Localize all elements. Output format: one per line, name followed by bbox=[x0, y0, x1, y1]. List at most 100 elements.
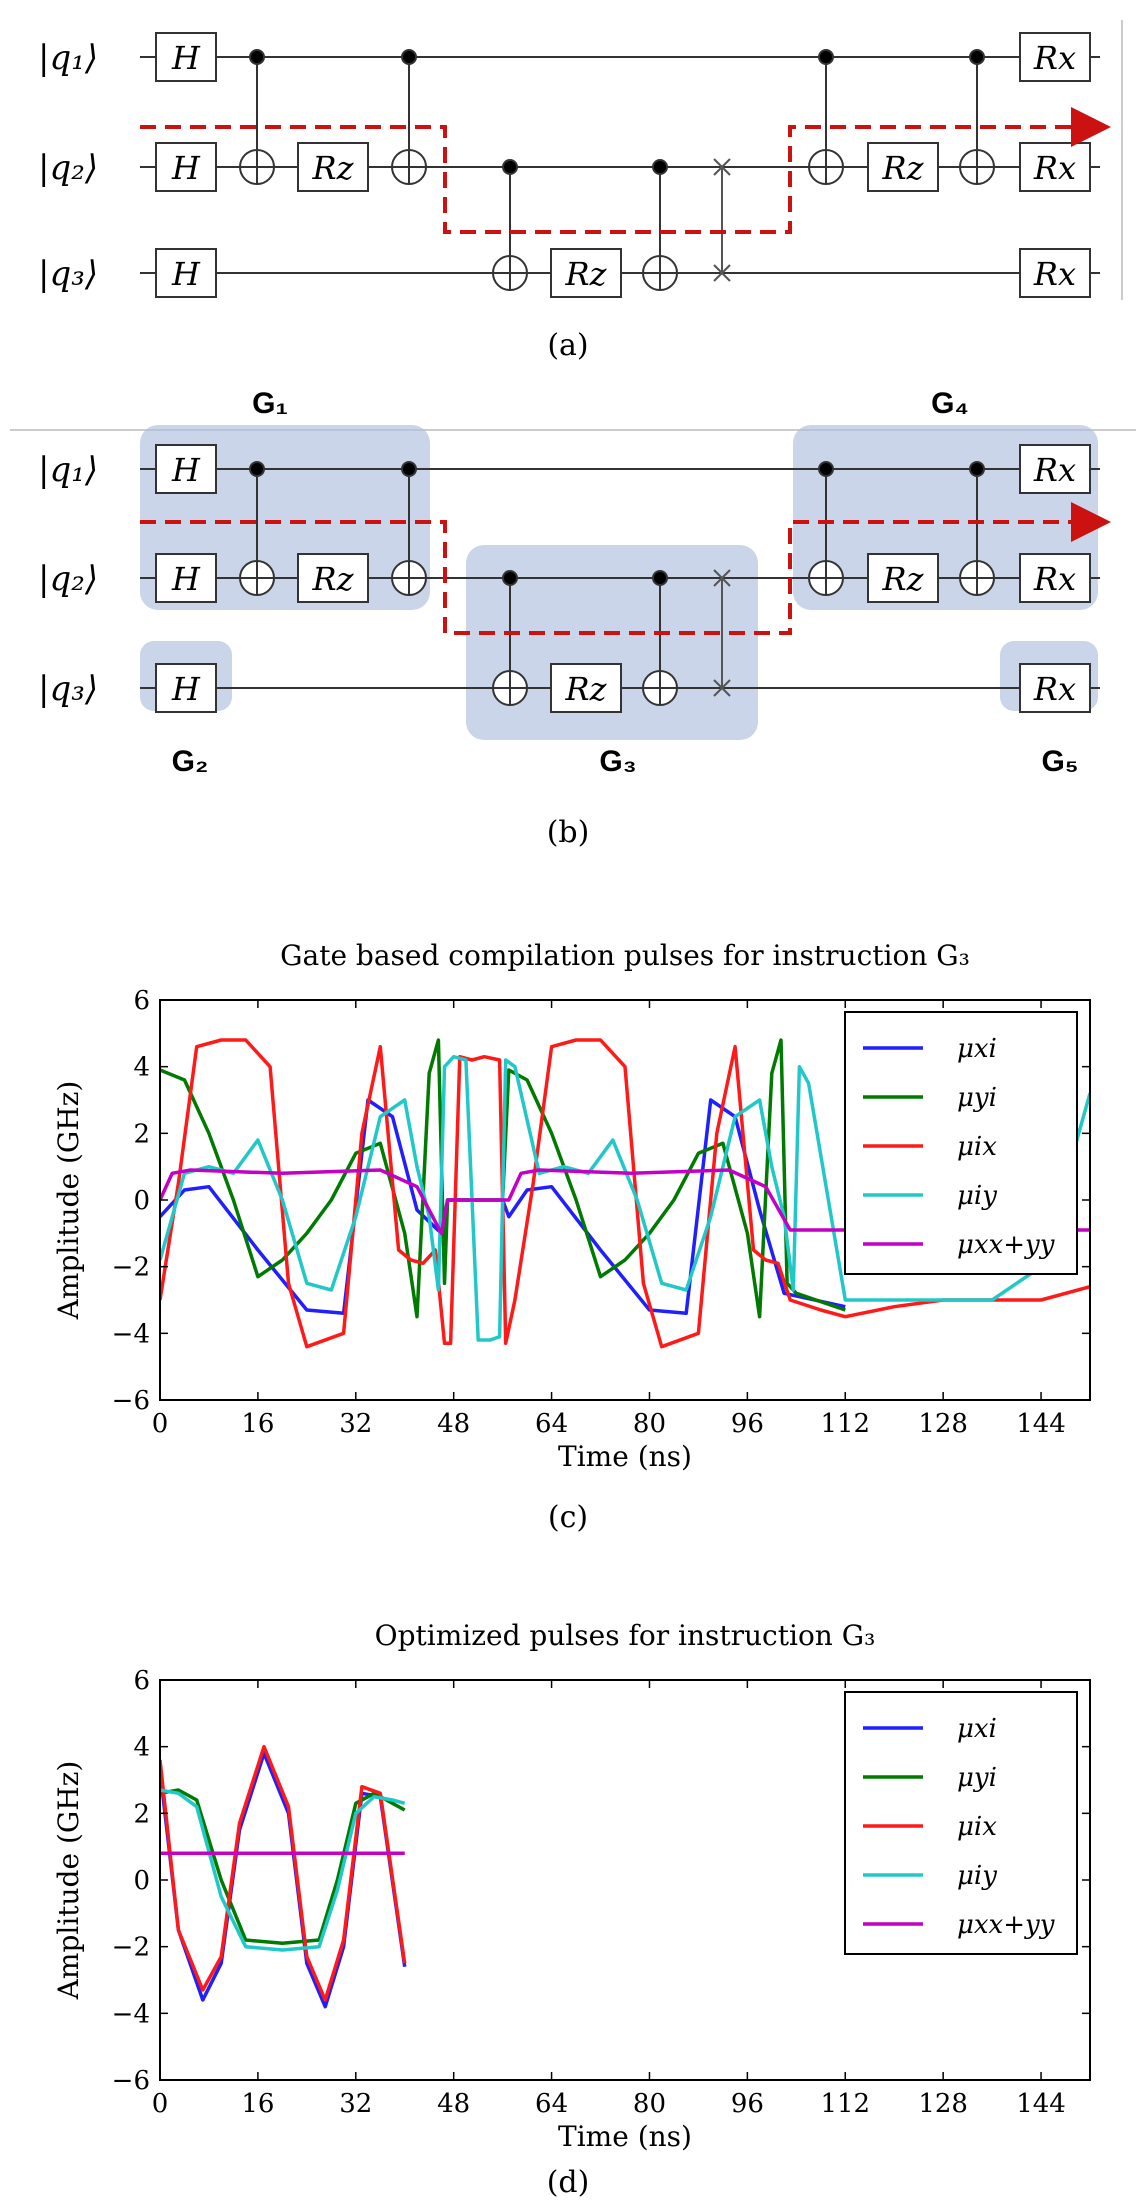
chart-c-xtick-label: 48 bbox=[437, 1409, 470, 1439]
chart-c-ytick-label: −2 bbox=[112, 1253, 150, 1283]
svg-text:Rx: Rx bbox=[1033, 670, 1076, 708]
chart-d-series-group bbox=[160, 1744, 407, 2009]
svg-text:Rz: Rz bbox=[565, 670, 608, 708]
chart-d-ytick-label: 4 bbox=[133, 1733, 150, 1763]
chart-d-xtick-label: 0 bbox=[152, 2089, 169, 2119]
chart-c-legend-label: μiy bbox=[957, 1181, 997, 1211]
cnot-gates bbox=[239, 49, 995, 291]
circuit-a: |q₁⟩ |q₂⟩ |q₃⟩ H H H Rz bbox=[38, 20, 1123, 300]
svg-text:Rx: Rx bbox=[1033, 39, 1076, 77]
svg-text:H: H bbox=[171, 149, 201, 187]
chart-c-xtick-label: 16 bbox=[241, 1409, 274, 1439]
chart-c-xtick-label: 0 bbox=[152, 1409, 169, 1439]
chart-c-series-group bbox=[160, 1038, 1090, 1349]
svg-text:H: H bbox=[171, 255, 201, 293]
chart-d-xtick-label: 32 bbox=[339, 2089, 372, 2119]
dashed-cut-path-b bbox=[140, 502, 1111, 635]
chart-d-ytick-label: −4 bbox=[112, 1999, 150, 2029]
qubit-label-q1: |q₁⟩ bbox=[38, 38, 98, 78]
chart-c-ytick-label: 6 bbox=[133, 986, 150, 1016]
chart-d-ylabel: Amplitude (GHz) bbox=[52, 1761, 85, 2001]
chart-d-xtick-label: 128 bbox=[918, 2089, 968, 2119]
chart-c-ytick-label: −4 bbox=[112, 1319, 150, 1349]
qubit-label-q3-b: |q₃⟩ bbox=[38, 669, 98, 709]
chart-d-xtick-label: 64 bbox=[535, 2089, 568, 2119]
chart-c-legend-label: μxx+yy bbox=[957, 1230, 1055, 1260]
group-box-g3 bbox=[466, 545, 758, 740]
chart-c-xtick-label: 112 bbox=[820, 1409, 870, 1439]
group-label-g1: G₁ bbox=[252, 387, 288, 420]
chart-c-xlabel: Time (ns) bbox=[558, 1440, 692, 1473]
group-label-g4: G₄ bbox=[931, 387, 969, 420]
caption-d: (d) bbox=[546, 2165, 590, 2200]
chart-c-legend-box bbox=[844, 1011, 1078, 1275]
chart-d-xtick-label: 16 bbox=[241, 2089, 274, 2119]
chart-d-legend-label: μiy bbox=[957, 1861, 997, 1891]
qubit-label-q2: |q₂⟩ bbox=[38, 148, 98, 188]
chart-c-xtick-label: 80 bbox=[633, 1409, 666, 1439]
chart-d-series-mu_yi bbox=[160, 1788, 406, 1946]
chart-d-title: Optimized pulses for instruction G₃ bbox=[375, 1619, 876, 1652]
chart-c-series-mu_ix bbox=[160, 1038, 1090, 1349]
qubit-label-q3: |q₃⟩ bbox=[38, 254, 98, 294]
caption-b: (b) bbox=[546, 815, 590, 850]
chart-c-series-mu_xx_yy bbox=[160, 1168, 1090, 1236]
chart-c-ytick-label: 0 bbox=[133, 1186, 150, 1216]
svg-text:Rz: Rz bbox=[312, 149, 355, 187]
chart-d-ytick-label: 2 bbox=[133, 1799, 150, 1829]
svg-text:H: H bbox=[171, 670, 201, 708]
chart-optimized: Optimized pulses for instruction G₃ 0 16 32… bbox=[52, 1619, 1091, 2153]
chart-d-xtick-label: 112 bbox=[820, 2089, 870, 2119]
svg-text:Rz: Rz bbox=[882, 149, 925, 187]
chart-d-legend-box bbox=[844, 1691, 1078, 1955]
chart-c-xtick-label: 32 bbox=[339, 1409, 372, 1439]
chart-c-legend-label: μxi bbox=[957, 1034, 997, 1064]
chart-d-series-mu_iy bbox=[160, 1788, 406, 1952]
svg-text:Rz: Rz bbox=[882, 560, 925, 598]
chart-d-xtick-label: 80 bbox=[633, 2089, 666, 2119]
chart-c-xtick-label: 96 bbox=[731, 1409, 764, 1439]
chart-c-legend-label: μix bbox=[957, 1132, 997, 1162]
svg-text:H: H bbox=[171, 39, 201, 77]
qubit-label-q2-b: |q₂⟩ bbox=[38, 559, 98, 599]
chart-d-legend-label: μix bbox=[957, 1812, 997, 1842]
chart-c-series-mu_iy bbox=[160, 1054, 1090, 1342]
caption-c: (c) bbox=[547, 1500, 589, 1535]
chart-d-ytick-label: −2 bbox=[112, 1933, 150, 1963]
chart-c-ylabel: Amplitude (GHz) bbox=[52, 1081, 85, 1321]
caption-a: (a) bbox=[547, 328, 589, 363]
chart-c-title: Gate based compilation pulses for instru… bbox=[280, 939, 970, 972]
chart-c-ytick-label: 4 bbox=[133, 1053, 150, 1083]
chart-d-ytick-label: 6 bbox=[133, 1666, 150, 1696]
chart-c-xtick-label: 64 bbox=[535, 1409, 568, 1439]
chart-c-ytick-label: 2 bbox=[133, 1119, 150, 1149]
chart-d-legend-label: μxi bbox=[957, 1714, 997, 1744]
chart-d-xtick-label: 144 bbox=[1016, 2089, 1066, 2119]
chart-d-legend-label: μxx+yy bbox=[957, 1910, 1055, 1940]
chart-gate-based: Gate based compilation pulses for instru… bbox=[52, 939, 1091, 1473]
svg-text:H: H bbox=[171, 451, 201, 489]
dashed-cut-path bbox=[140, 107, 1111, 234]
svg-text:H: H bbox=[171, 560, 201, 598]
chart-c-xtick-label: 128 bbox=[918, 1409, 968, 1439]
group-label-g3: G₃ bbox=[599, 745, 636, 778]
chart-d-xtick-label: 96 bbox=[731, 2089, 764, 2119]
svg-text:Rx: Rx bbox=[1033, 560, 1076, 598]
chart-d-ytick-label: 0 bbox=[133, 1866, 150, 1896]
chart-d-xtick-label: 48 bbox=[437, 2089, 470, 2119]
chart-d-ytick-label: −6 bbox=[112, 2066, 150, 2096]
chart-c-legend-label: μyi bbox=[957, 1083, 997, 1113]
qubit-label-q1-b: |q₁⟩ bbox=[38, 450, 98, 490]
circuit-b: G₁ G₄ G₂ G₃ G₅ |q₁⟩ |q₂⟩ |q₃⟩ H H H bbox=[10, 387, 1136, 778]
h-gates: H H H bbox=[155, 32, 217, 298]
chart-d-series-mu_ix bbox=[160, 1744, 407, 2002]
rotation-gates: Rz Rz Rz Rx Rx Rx bbox=[297, 32, 1091, 298]
svg-text:Rx: Rx bbox=[1033, 451, 1076, 489]
group-label-g5: G₅ bbox=[1041, 745, 1078, 778]
swap-gate bbox=[713, 158, 731, 282]
svg-text:Rz: Rz bbox=[312, 560, 355, 598]
svg-text:Rx: Rx bbox=[1033, 149, 1076, 187]
chart-d-legend-label: μyi bbox=[957, 1763, 997, 1793]
svg-text:Rz: Rz bbox=[565, 255, 608, 293]
svg-text:Rx: Rx bbox=[1033, 255, 1076, 293]
